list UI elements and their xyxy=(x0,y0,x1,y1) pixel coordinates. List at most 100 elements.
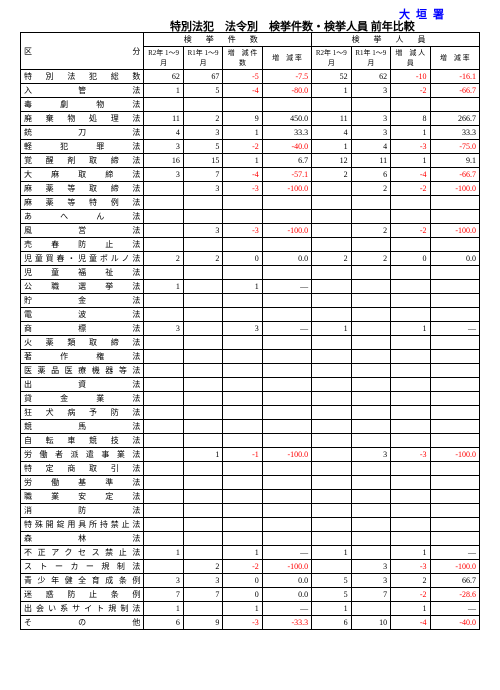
table-row: 火薬類取締法 xyxy=(21,336,480,350)
table-row: 迷惑防止条例7700.057-2-28.6 xyxy=(21,588,480,602)
cell xyxy=(183,196,222,210)
cell xyxy=(312,392,351,406)
cell: 0.0 xyxy=(430,252,479,266)
cell: -4 xyxy=(223,168,262,182)
cell xyxy=(144,182,183,196)
cell xyxy=(391,378,430,392)
cell xyxy=(183,532,222,546)
cell xyxy=(223,196,262,210)
cell: 2 xyxy=(183,560,222,574)
col-zgr-2: 増 減 率 xyxy=(430,47,479,70)
cell xyxy=(223,98,262,112)
row-label: 特定商取引法 xyxy=(21,462,144,476)
table-row: あへん法 xyxy=(21,210,480,224)
cell xyxy=(430,308,479,322)
row-label: 廃棄物処理法 xyxy=(21,112,144,126)
cell xyxy=(183,504,222,518)
cell xyxy=(430,266,479,280)
table-row: 毒劇物法 xyxy=(21,98,480,112)
col-r1-2: R1年 1～9月 xyxy=(351,47,390,70)
cell xyxy=(144,266,183,280)
row-label: 大麻取締法 xyxy=(21,168,144,182)
cell xyxy=(430,238,479,252)
cell: 62 xyxy=(144,70,183,84)
cell xyxy=(262,392,311,406)
cell: 3 xyxy=(183,126,222,140)
cell xyxy=(144,420,183,434)
row-label: 労働者派遣事業法 xyxy=(21,448,144,462)
cell: 1 xyxy=(223,126,262,140)
cell xyxy=(312,266,351,280)
cell xyxy=(223,434,262,448)
cell: 4 xyxy=(144,126,183,140)
cell: 11 xyxy=(351,154,390,168)
cell xyxy=(391,350,430,364)
table-row: 出会い系サイト規制法11—11— xyxy=(21,602,480,616)
cell: 6 xyxy=(144,616,183,630)
cell xyxy=(262,476,311,490)
cell: 52 xyxy=(312,70,351,84)
cell: 5 xyxy=(312,574,351,588)
cell xyxy=(223,350,262,364)
row-label: 医薬品医療機器等法 xyxy=(21,364,144,378)
table-row: 競馬法 xyxy=(21,420,480,434)
cell: 3 xyxy=(223,322,262,336)
cell xyxy=(144,98,183,112)
cell: 3 xyxy=(351,126,390,140)
cell xyxy=(391,532,430,546)
cell: 1 xyxy=(223,280,262,294)
cell xyxy=(223,476,262,490)
cell: -2 xyxy=(391,588,430,602)
table-row: 消防法 xyxy=(21,504,480,518)
cell: 0 xyxy=(223,574,262,588)
cell: 7 xyxy=(183,588,222,602)
cell: -4 xyxy=(391,168,430,182)
row-label: 風営法 xyxy=(21,224,144,238)
cell xyxy=(312,196,351,210)
cell xyxy=(351,350,390,364)
cell: 7 xyxy=(183,168,222,182)
cell: — xyxy=(262,280,311,294)
cell xyxy=(312,420,351,434)
cell xyxy=(351,280,390,294)
cell: 1 xyxy=(312,602,351,616)
cell xyxy=(262,294,311,308)
table-row: 特定商取引法 xyxy=(21,462,480,476)
cell xyxy=(262,364,311,378)
table-row: 出資法 xyxy=(21,378,480,392)
cell: 9 xyxy=(183,616,222,630)
cell: 2 xyxy=(312,252,351,266)
cell xyxy=(312,532,351,546)
cell: 1 xyxy=(391,154,430,168)
cell xyxy=(262,378,311,392)
cell xyxy=(351,266,390,280)
cell xyxy=(430,434,479,448)
cell: -57.1 xyxy=(262,168,311,182)
cell xyxy=(223,504,262,518)
cell: -33.3 xyxy=(262,616,311,630)
cell: 12 xyxy=(312,154,351,168)
cell xyxy=(183,476,222,490)
cell xyxy=(223,490,262,504)
cell xyxy=(430,420,479,434)
table-row: 狂犬病予防法 xyxy=(21,406,480,420)
table-row: 児童買春・児童ポルノ法2200.02200.0 xyxy=(21,252,480,266)
cell xyxy=(391,280,430,294)
cell: 3 xyxy=(144,322,183,336)
cell xyxy=(430,378,479,392)
cell xyxy=(144,532,183,546)
cell xyxy=(391,518,430,532)
cell xyxy=(351,238,390,252)
table-row: 不正アクセス禁止法11—11— xyxy=(21,546,480,560)
row-label: 不正アクセス禁止法 xyxy=(21,546,144,560)
cell: -3 xyxy=(391,448,430,462)
table-row: 大麻取締法37-4-57.126-4-66.7 xyxy=(21,168,480,182)
row-label: 売春防止法 xyxy=(21,238,144,252)
col-zgj: 増 減 人 員 xyxy=(391,47,430,70)
cell: -3 xyxy=(223,182,262,196)
cell xyxy=(351,406,390,420)
cell: -28.6 xyxy=(430,588,479,602)
cell xyxy=(391,420,430,434)
cell: -3 xyxy=(391,560,430,574)
cell: -16.1 xyxy=(430,70,479,84)
